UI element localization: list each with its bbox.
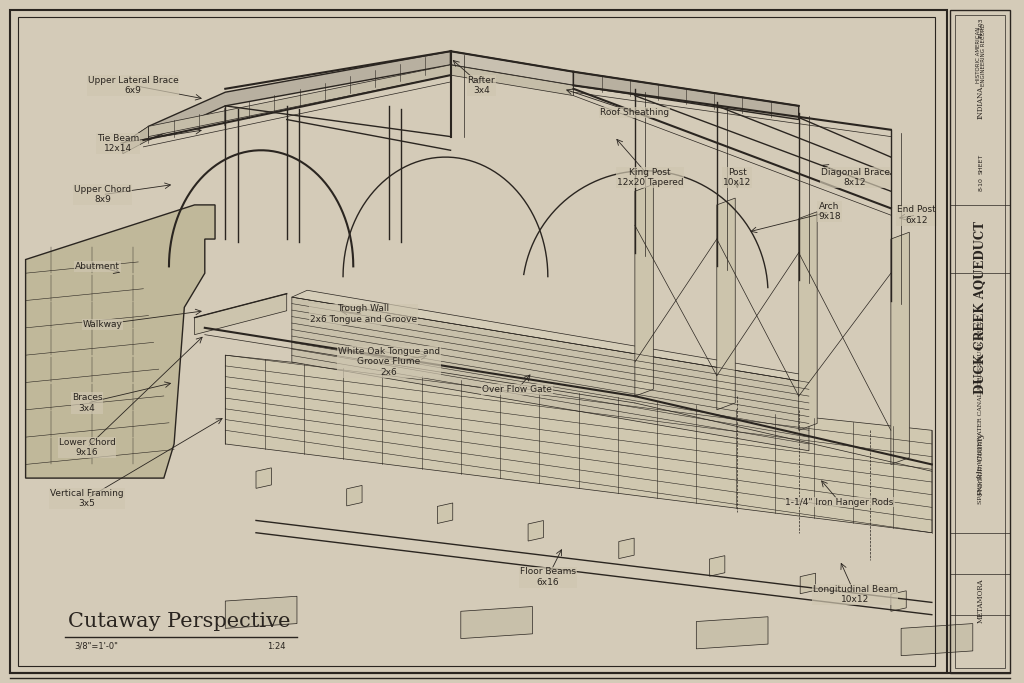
Polygon shape bbox=[347, 486, 362, 506]
Text: Cutaway Perspective: Cutaway Perspective bbox=[68, 612, 291, 631]
Text: INDIANA: INDIANA bbox=[977, 86, 985, 119]
Bar bbox=[955, 15, 1005, 668]
Text: King Post
12x20 Tapered: King Post 12x20 Tapered bbox=[616, 168, 684, 187]
Polygon shape bbox=[195, 294, 287, 335]
Text: Post
10x12: Post 10x12 bbox=[723, 168, 752, 187]
Text: IN-103: IN-103 bbox=[979, 17, 983, 38]
Polygon shape bbox=[799, 212, 817, 430]
Polygon shape bbox=[256, 468, 271, 488]
Text: Diagonal Brace
8x12: Diagonal Brace 8x12 bbox=[820, 168, 890, 187]
Text: SHEET: SHEET bbox=[979, 154, 983, 174]
Text: End Post
6x12: End Post 6x12 bbox=[897, 206, 936, 225]
Polygon shape bbox=[901, 624, 973, 656]
Text: 3/8"=1'-0": 3/8"=1'-0" bbox=[75, 641, 119, 651]
Text: Upper Lateral Brace
6x9: Upper Lateral Brace 6x9 bbox=[88, 76, 178, 95]
Polygon shape bbox=[717, 198, 735, 410]
Polygon shape bbox=[123, 126, 148, 154]
Text: Upper Chord
8x9: Upper Chord 8x9 bbox=[74, 185, 131, 204]
Text: Braces
3x4: Braces 3x4 bbox=[72, 393, 102, 413]
Text: Walkway: Walkway bbox=[83, 320, 122, 329]
Polygon shape bbox=[225, 355, 932, 533]
Polygon shape bbox=[148, 51, 451, 140]
Polygon shape bbox=[635, 184, 653, 396]
Text: Arch
9x18: Arch 9x18 bbox=[818, 202, 841, 221]
Text: Floor Beams
6x16: Floor Beams 6x16 bbox=[520, 568, 575, 587]
Text: White Oak Tongue and
Groove Flume
2x6: White Oak Tongue and Groove Flume 2x6 bbox=[338, 347, 440, 377]
Polygon shape bbox=[292, 297, 809, 451]
Polygon shape bbox=[573, 72, 799, 120]
Text: Over Flow Gate: Over Flow Gate bbox=[482, 385, 552, 394]
Text: 1-1/4" Iron Hanger Rods: 1-1/4" Iron Hanger Rods bbox=[785, 497, 894, 507]
Text: 1:24: 1:24 bbox=[267, 641, 286, 651]
Polygon shape bbox=[292, 290, 809, 382]
Polygon shape bbox=[618, 538, 634, 559]
Text: Abutment: Abutment bbox=[75, 262, 120, 271]
Text: SPANS THE WHITEWATER CANAL ACROSS DUCK CREEK: SPANS THE WHITEWATER CANAL ACROSS DUCK C… bbox=[979, 316, 983, 504]
Text: Roof Sheathing: Roof Sheathing bbox=[600, 108, 670, 117]
Polygon shape bbox=[891, 232, 909, 464]
Polygon shape bbox=[528, 520, 544, 541]
Polygon shape bbox=[461, 607, 532, 639]
Text: HISTORIC AMERICAN
ENGINEERING RECORD: HISTORIC AMERICAN ENGINEERING RECORD bbox=[976, 23, 986, 86]
Polygon shape bbox=[800, 573, 815, 594]
Text: Tie Beam
12x14: Tie Beam 12x14 bbox=[96, 134, 139, 153]
Polygon shape bbox=[437, 503, 453, 523]
Text: Rafter
3x4: Rafter 3x4 bbox=[468, 76, 495, 95]
Text: Longitudinal Beam
10x12: Longitudinal Beam 10x12 bbox=[812, 585, 898, 604]
Polygon shape bbox=[225, 596, 297, 628]
Bar bbox=[18, 17, 935, 666]
Text: Trough Wall
2x6 Tongue and Groove: Trough Wall 2x6 Tongue and Groove bbox=[310, 305, 417, 324]
Text: Vertical Framing
3x5: Vertical Framing 3x5 bbox=[50, 489, 124, 508]
Bar bbox=[950, 10, 1010, 673]
Text: 8-10: 8-10 bbox=[979, 178, 983, 191]
Polygon shape bbox=[696, 617, 768, 649]
Polygon shape bbox=[123, 65, 573, 154]
Text: DUCK CREEK AQUEDUCT: DUCK CREEK AQUEDUCT bbox=[975, 221, 987, 394]
Polygon shape bbox=[710, 556, 725, 576]
Polygon shape bbox=[451, 51, 573, 85]
Polygon shape bbox=[26, 205, 215, 478]
Text: Franklin County: Franklin County bbox=[977, 433, 985, 496]
Text: Lower Chord
9x16: Lower Chord 9x16 bbox=[58, 438, 116, 457]
Polygon shape bbox=[891, 591, 906, 611]
Text: METAMORA: METAMORA bbox=[977, 579, 985, 624]
